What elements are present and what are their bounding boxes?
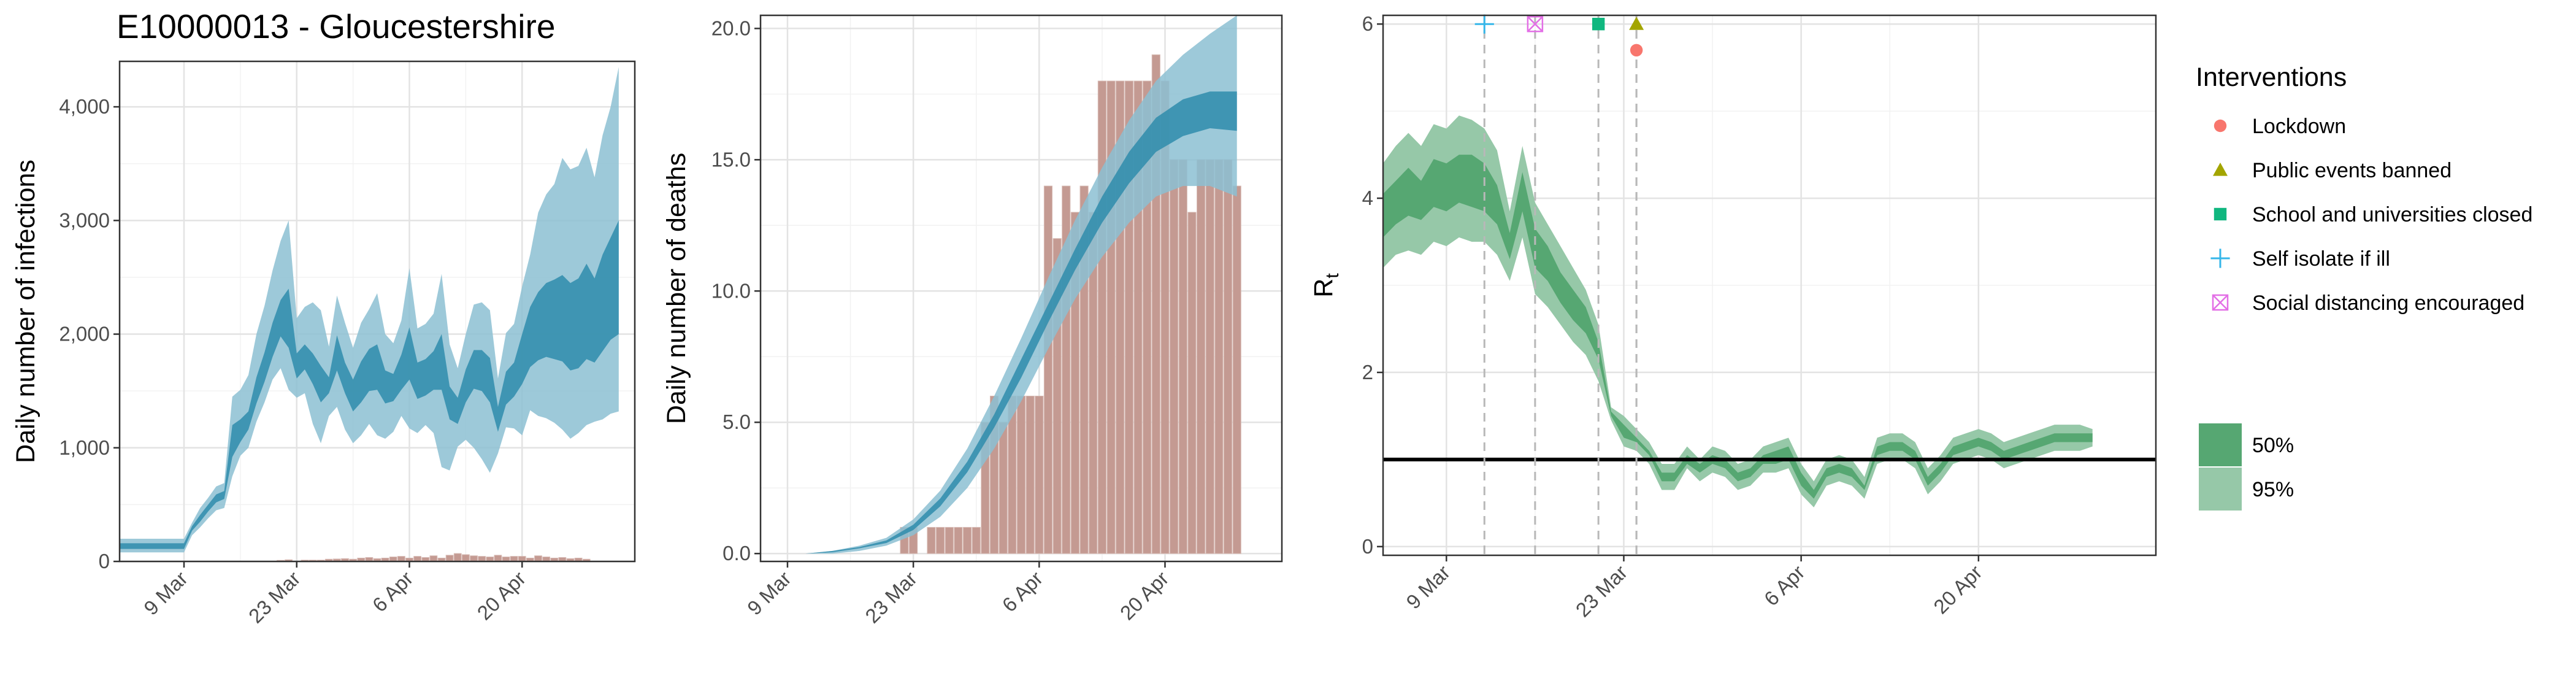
x-tick-label: 20 Apr: [473, 567, 531, 625]
panel-3: 0 2 4 6 9 Mar 23 Mar 6 Apr 20 Apr Rt: [1309, 12, 2157, 622]
bar: [1170, 159, 1179, 554]
y-axis-title-subscript: t: [1322, 273, 1343, 279]
bar: [453, 553, 462, 562]
intervention-marker: [1527, 16, 1543, 33]
ribbon-50: [120, 220, 619, 549]
bar: [972, 526, 981, 554]
panel-border: [1382, 14, 2157, 557]
y-tick-label: 1,000: [59, 436, 110, 459]
legend-key-square-icon: [2214, 207, 2227, 221]
y-tick-label: 4: [1362, 187, 1373, 209]
x-tick-label: 20 Apr: [1116, 567, 1173, 625]
bar: [1178, 159, 1187, 554]
bar: [962, 526, 972, 554]
legend-key-boxx-icon: [2212, 294, 2229, 311]
intervention-marker: [1527, 15, 1544, 33]
ribbon-50: [1383, 155, 2093, 499]
y-axis-title: Daily number of infections: [11, 160, 40, 463]
y-tick-label: 0.0: [723, 542, 751, 565]
x-tick-label: 9 Mar: [139, 567, 192, 620]
legend-band-label: 95%: [2252, 478, 2294, 501]
bar: [1214, 159, 1224, 554]
bar: [999, 422, 1008, 554]
ribbon-95: [1383, 115, 2093, 507]
bar: [478, 556, 486, 562]
legend-band-key: [2199, 468, 2242, 511]
panel-2: 0.0 5.0 10.0 15.0 20.0 9 Mar 23 Mar 6 Apr 20 Apr…: [662, 14, 1283, 628]
y-axis-title: Daily number of deaths: [662, 153, 691, 424]
bar: [954, 526, 963, 554]
legend-band-key: [2199, 423, 2242, 466]
x-tick-label: 6 Apr: [998, 567, 1048, 617]
y-axis-title-main: R: [1309, 279, 1338, 298]
chart-title: E10000013 - Gloucestershire: [117, 7, 555, 45]
y-tick-label: 6: [1362, 12, 1373, 35]
x-tick-label: 6 Apr: [368, 567, 418, 617]
bar: [1016, 395, 1026, 554]
legend-label: Public events banned: [2252, 159, 2451, 182]
x-tick-label: 9 Mar: [743, 567, 795, 620]
intervention-marker: [1630, 44, 1643, 56]
bar: [1205, 159, 1214, 554]
bar: [510, 556, 518, 562]
bar: [429, 555, 438, 562]
panel-border: [118, 60, 636, 563]
legend-key-triangle-icon: [2213, 163, 2228, 176]
legend-label: Social distancing encouraged: [2252, 291, 2524, 315]
x-tick-label: 6 Apr: [1760, 561, 1809, 611]
bar: [927, 526, 936, 554]
bar: [461, 554, 470, 562]
y-tick-label: 2,000: [59, 323, 110, 345]
bar: [1187, 212, 1197, 554]
panel-border: [759, 14, 1283, 563]
bar: [470, 555, 478, 562]
y-tick-label: 3,000: [59, 209, 110, 231]
legend-key-circle-icon: [2214, 119, 2227, 133]
bar: [397, 556, 405, 562]
bar: [1232, 185, 1241, 554]
bar: [1223, 159, 1233, 554]
bar: [1097, 80, 1106, 554]
x-tick-label: 9 Mar: [1401, 561, 1454, 614]
legend-band-label: 50%: [2252, 434, 2294, 457]
y-tick-label: 5.0: [723, 410, 751, 433]
x-tick-label: 23 Mar: [861, 567, 921, 628]
y-tick-label: 15.0: [711, 148, 751, 171]
bar: [413, 556, 422, 562]
bar: [945, 526, 954, 554]
y-tick-label: 20.0: [711, 17, 751, 39]
bar: [518, 556, 526, 562]
y-tick-label: 0: [1362, 535, 1373, 558]
legend-label: Self isolate if ill: [2252, 247, 2390, 271]
legend-key-boxx-icon: [2212, 295, 2228, 310]
x-tick-label: 23 Mar: [244, 567, 305, 628]
y-axis-title: Rt: [1309, 273, 1343, 298]
legend-title: Interventions: [2196, 63, 2347, 92]
x-tick-label: 20 Apr: [1929, 561, 1987, 619]
bar: [445, 555, 454, 562]
bar: [534, 555, 542, 562]
bar: [936, 526, 945, 554]
bar: [1035, 395, 1044, 554]
legend: Interventions Lockdown Public events banne…: [2196, 63, 2532, 511]
panel-1: 0 1,000 2,000 3,000 4,000 9 Mar 23 Mar 6 Apr 20 …: [11, 60, 636, 628]
legend-label: Lockdown: [2252, 115, 2346, 138]
y-tick-label: 4,000: [59, 95, 110, 118]
bar: [1197, 159, 1206, 554]
intervention-marker: [1629, 17, 1644, 30]
y-tick-label: 0: [99, 550, 110, 572]
y-tick-label: 10.0: [711, 279, 751, 302]
legend-label: School and universities closed: [2252, 203, 2532, 226]
intervention-marker: [1592, 17, 1605, 31]
bar: [1025, 395, 1035, 554]
x-tick-label: 23 Mar: [1571, 561, 1632, 622]
bar: [1043, 185, 1053, 554]
bar: [494, 555, 502, 562]
ribbon-95: [778, 15, 1237, 554]
y-tick-label: 2: [1362, 361, 1373, 383]
